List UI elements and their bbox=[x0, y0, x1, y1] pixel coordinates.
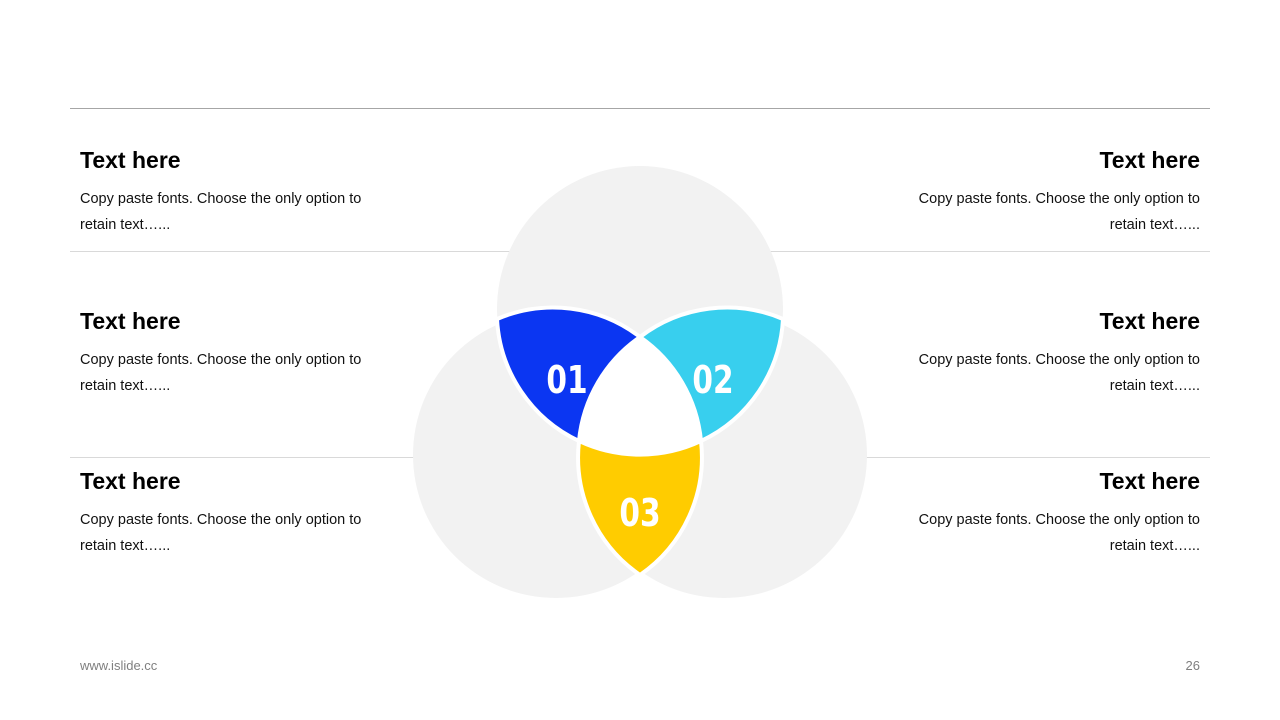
text-block-right-1: Text here Copy paste fonts. Choose the o… bbox=[900, 146, 1200, 238]
segment-label-02: 02 bbox=[692, 358, 733, 403]
block-text: Copy paste fonts. Choose the only option… bbox=[80, 352, 362, 394]
text-block-right-3: Text here Copy paste fonts. Choose the o… bbox=[900, 467, 1200, 559]
block-title: Text here bbox=[80, 468, 181, 494]
block-text: Copy paste fonts. Choose the only option… bbox=[80, 512, 362, 554]
text-block-left-2: Text here Copy paste fonts. Choose the o… bbox=[80, 307, 380, 399]
segment-label-01: 01 bbox=[546, 358, 587, 403]
block-title: Text here bbox=[1099, 147, 1200, 173]
footer-url: www.islide.cc bbox=[80, 658, 158, 673]
top-divider bbox=[70, 108, 1210, 109]
block-text: Copy paste fonts. Choose the only option… bbox=[918, 191, 1200, 233]
block-text: Copy paste fonts. Choose the only option… bbox=[80, 191, 362, 233]
center-region bbox=[579, 337, 701, 455]
block-title: Text here bbox=[1099, 468, 1200, 494]
block-title: Text here bbox=[80, 308, 181, 334]
block-title: Text here bbox=[1099, 308, 1200, 334]
text-block-left-1: Text here Copy paste fonts. Choose the o… bbox=[80, 146, 380, 238]
page-number: 26 bbox=[1185, 658, 1200, 673]
segment-label-03: 03 bbox=[619, 491, 660, 536]
block-text: Copy paste fonts. Choose the only option… bbox=[918, 352, 1200, 394]
block-text: Copy paste fonts. Choose the only option… bbox=[918, 512, 1200, 554]
text-block-left-3: Text here Copy paste fonts. Choose the o… bbox=[80, 467, 380, 559]
block-title: Text here bbox=[80, 147, 181, 173]
text-block-right-2: Text here Copy paste fonts. Choose the o… bbox=[900, 307, 1200, 399]
